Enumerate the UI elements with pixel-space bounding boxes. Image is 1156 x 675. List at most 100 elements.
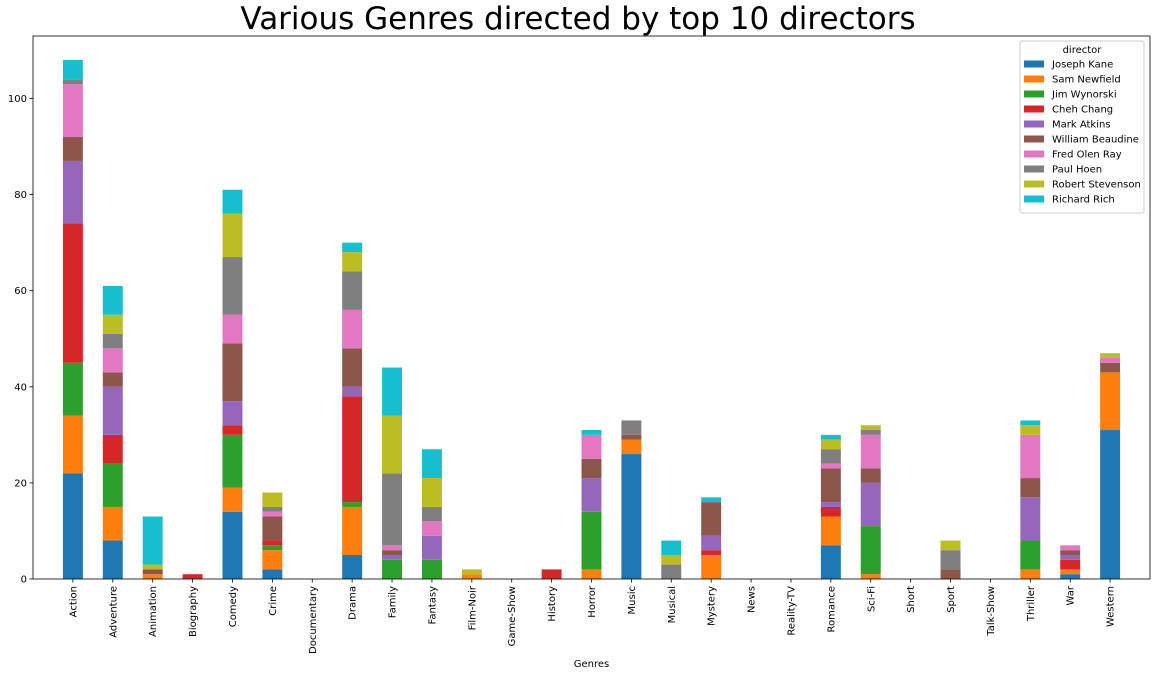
bar-segment xyxy=(820,545,841,579)
legend-box xyxy=(1019,40,1145,214)
bar-segment xyxy=(1100,430,1121,579)
bar-segment xyxy=(701,535,722,551)
bar-segment xyxy=(581,434,602,459)
legend-swatch xyxy=(1024,120,1044,128)
bar-segment xyxy=(262,516,283,541)
bar-segment xyxy=(342,252,363,272)
x-tick-label: Biography xyxy=(188,586,199,637)
bar-segment xyxy=(142,574,163,579)
bar-segment xyxy=(860,468,881,483)
bar-segment xyxy=(860,574,881,579)
legend-swatch xyxy=(1024,75,1044,83)
bar-segment xyxy=(860,425,881,431)
bars-group xyxy=(62,60,1121,579)
x-tick-label: Romance xyxy=(826,586,837,632)
bar-segment xyxy=(581,430,602,435)
bar-segment xyxy=(262,569,283,579)
bar-segment xyxy=(342,502,363,507)
bar-segment xyxy=(142,516,163,565)
bar-segment xyxy=(621,420,642,435)
x-axis-label: Genres xyxy=(574,659,610,670)
bar-segment xyxy=(222,434,243,488)
bar-segment xyxy=(102,506,123,541)
legend-swatch xyxy=(1024,60,1044,68)
bar-segment xyxy=(382,559,403,579)
bar-segment xyxy=(222,343,243,402)
bar-segment xyxy=(621,434,642,440)
bar-segment xyxy=(382,554,403,560)
bar-segment xyxy=(820,506,841,517)
bar-segment xyxy=(342,386,363,397)
chart-title: Various Genres directed by top 10 direct… xyxy=(240,1,916,37)
legend-label: Richard Rich xyxy=(1052,195,1115,206)
x-tick-label: Animation xyxy=(148,586,159,637)
bar-segment xyxy=(342,309,363,349)
x-tick-label: Horror xyxy=(587,585,598,618)
legend-swatch xyxy=(1024,150,1044,158)
bar-segment xyxy=(701,502,722,536)
bar-segment xyxy=(222,511,243,579)
bar-segment xyxy=(382,550,403,555)
bar-segment xyxy=(581,569,602,579)
bar-segment xyxy=(62,84,83,137)
bar-segment xyxy=(1020,420,1041,426)
bar-segment xyxy=(262,492,283,507)
legend-swatch xyxy=(1024,105,1044,113)
x-tick-label: Musical xyxy=(667,586,678,623)
bar-segment xyxy=(102,463,123,507)
axes-group: 0 20 40 60 80 100 Action Adventure Animation Biog… xyxy=(8,35,1151,654)
bar-segment xyxy=(342,242,363,253)
bar-segment xyxy=(1060,559,1081,570)
bar-segment xyxy=(262,511,283,517)
legend-label: Robert Stevenson xyxy=(1052,180,1141,191)
bar-segment xyxy=(342,348,363,387)
legend-label: Sam Newfield xyxy=(1052,75,1121,86)
bar-segment xyxy=(102,386,123,435)
bar-segment xyxy=(62,362,83,416)
bar-segment xyxy=(102,314,123,334)
bar-segment xyxy=(820,468,841,503)
x-tick-label: Short xyxy=(906,586,917,613)
bar-segment xyxy=(940,550,961,570)
bar-segment xyxy=(701,554,722,579)
x-tick-label: Family xyxy=(388,586,399,618)
bar-segment xyxy=(102,434,123,464)
bar-segment xyxy=(342,396,363,503)
y-tick-label: 40 xyxy=(14,382,27,393)
bar-segment xyxy=(820,434,841,440)
legend-title: director xyxy=(1063,45,1103,56)
legend-label: Paul Hoen xyxy=(1052,165,1102,176)
bar-segment xyxy=(262,550,283,570)
bar-segment xyxy=(661,554,682,565)
y-tick-label: 80 xyxy=(14,190,27,201)
x-tick-label: Talk-Show xyxy=(986,586,997,637)
x-tick-label: Drama xyxy=(348,586,359,620)
y-tick-label: 0 xyxy=(21,575,27,586)
y-tick-label: 100 xyxy=(8,94,27,105)
bar-segment xyxy=(222,314,243,344)
x-tick-label: Sport xyxy=(946,586,957,613)
y-tick-label: 60 xyxy=(14,286,27,297)
legend-label: Joseph Kane xyxy=(1051,60,1113,71)
bar-segment xyxy=(581,511,602,570)
bar-segment xyxy=(222,213,243,258)
bar-segment xyxy=(62,136,83,161)
bar-segment xyxy=(421,449,442,479)
bar-segment xyxy=(860,482,881,527)
bar-segment xyxy=(222,425,243,435)
bar-segment xyxy=(1020,478,1041,498)
bar-segment xyxy=(262,545,283,551)
bar-segment xyxy=(102,540,123,579)
x-tick-label: History xyxy=(547,586,558,622)
bar-segment xyxy=(1060,574,1081,579)
bar-segment xyxy=(701,550,722,555)
bar-segment xyxy=(940,540,961,551)
x-tick-label: Mystery xyxy=(707,586,718,626)
legend-swatch xyxy=(1024,180,1044,188)
bar-segment xyxy=(222,401,243,426)
bar-segment xyxy=(62,160,83,224)
bar-segment xyxy=(621,454,642,579)
legend-swatch xyxy=(1024,165,1044,173)
bar-segment xyxy=(62,60,83,80)
bar-segment xyxy=(102,333,123,349)
